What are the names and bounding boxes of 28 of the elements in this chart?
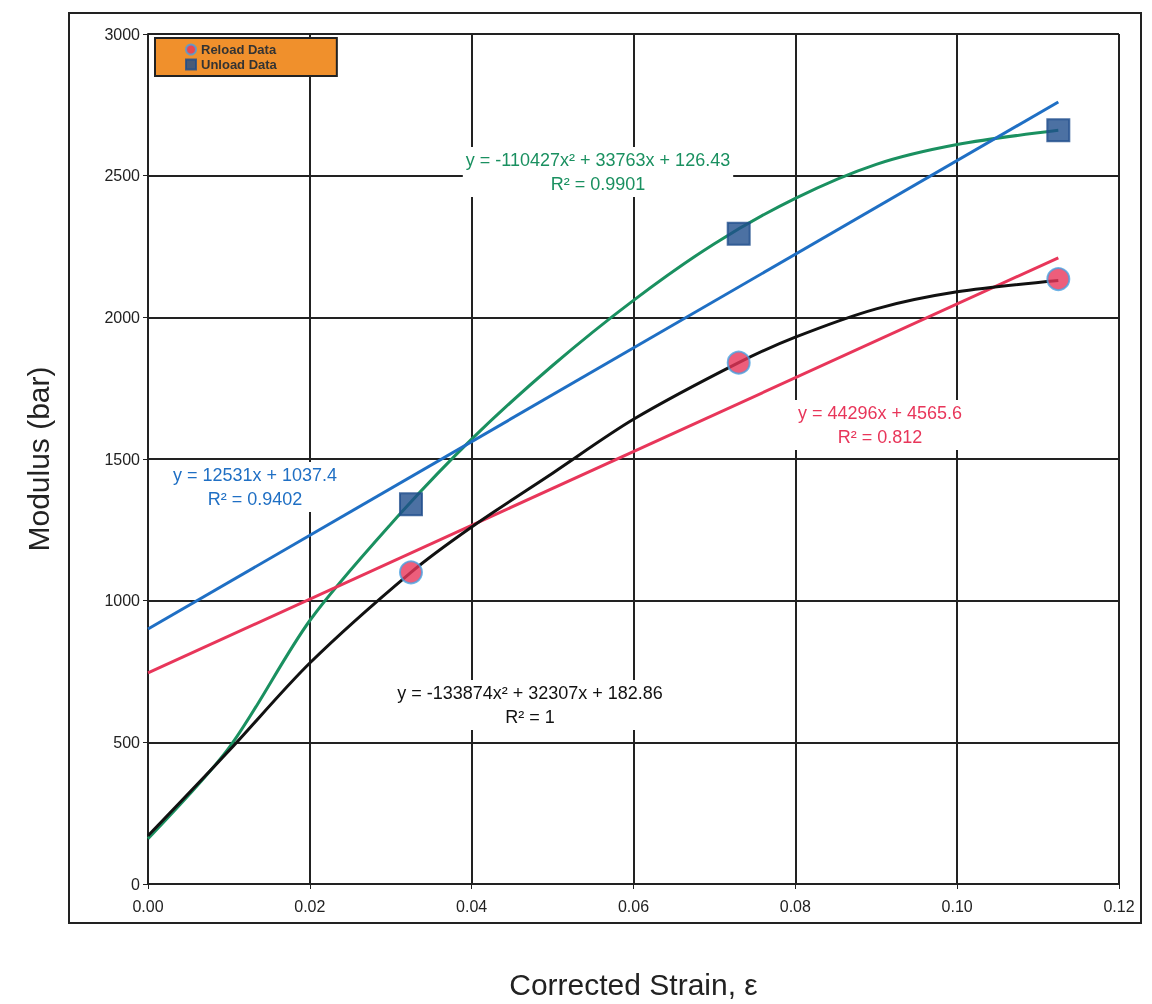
point xyxy=(398,492,423,517)
x-tick-label: 0.04 xyxy=(456,897,488,915)
y-tick-label: 2500 xyxy=(104,167,141,185)
annotation: y = -110427x² + 33763x + 126.43 R² = 0.9901 xyxy=(465,150,731,194)
point xyxy=(726,221,751,246)
annotation: y = -133874x² + 32307x + 182.86 R² = 1 xyxy=(397,683,663,727)
x-tick-label: 0.08 xyxy=(779,897,812,915)
y-tick-label: 2000 xyxy=(104,308,141,326)
legend-label: Unload Data xyxy=(201,57,278,72)
legend-label: Reload Data xyxy=(201,42,277,57)
y-axis-title: Modulus (bar) xyxy=(21,366,55,552)
x-tick-label: 0.12 xyxy=(1103,897,1135,915)
x-tick-label: 0.00 xyxy=(132,897,164,915)
point xyxy=(1046,118,1071,143)
x-tick-label: 0.02 xyxy=(294,897,326,915)
y-tick-label: 0 xyxy=(131,875,141,893)
annotation: y = 12531x + 1037.4 R² = 0.9402 xyxy=(172,465,338,509)
x-tick-label: 0.06 xyxy=(617,897,650,915)
y-tick-label: 1500 xyxy=(104,450,141,468)
point xyxy=(726,350,751,375)
y-tick-label: 500 xyxy=(113,733,141,751)
y-tick-label: 3000 xyxy=(104,25,141,43)
y-tick-label: 1000 xyxy=(104,592,141,610)
x-axis-title: Corrected Strain, ε xyxy=(509,967,758,1001)
point xyxy=(1046,267,1071,292)
point xyxy=(399,560,423,585)
annotation: y = 44296x + 4565.6 R² = 0.812 xyxy=(797,403,963,447)
x-tick-label: 0.10 xyxy=(941,897,973,915)
